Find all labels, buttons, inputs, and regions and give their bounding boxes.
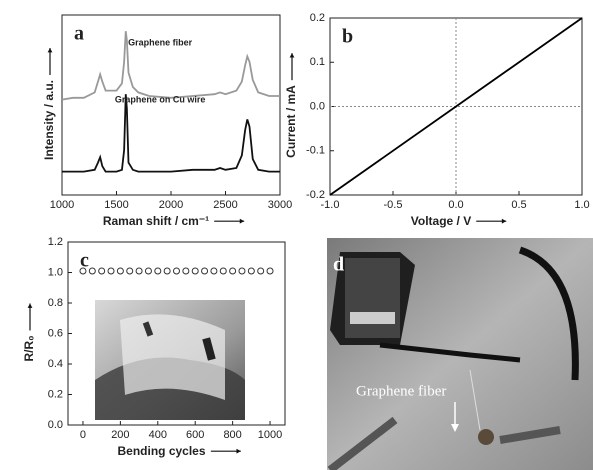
data-point xyxy=(257,267,265,275)
series-line xyxy=(61,31,280,101)
y-tick-label: 0.2 xyxy=(310,12,325,24)
data-point xyxy=(107,267,115,275)
x-tick-label: 800 xyxy=(223,429,241,441)
data-point xyxy=(144,267,152,275)
data-point xyxy=(201,267,209,275)
data-point xyxy=(219,267,227,275)
y-tick-label: 0.8 xyxy=(48,297,63,309)
panel-label: b xyxy=(342,26,353,48)
y-axis-label: R/R₀ xyxy=(22,335,36,361)
x-tick-label: -0.5 xyxy=(384,199,403,211)
data-point xyxy=(229,267,237,275)
axis-arrow-head xyxy=(27,303,33,308)
x-tick-label: 600 xyxy=(186,429,204,441)
y-tick-label: 0.4 xyxy=(48,358,63,370)
x-tick-label: 0 xyxy=(80,429,86,441)
photo xyxy=(327,238,593,470)
y-tick-label: 0.0 xyxy=(310,100,325,112)
series-line xyxy=(329,17,583,196)
y-tick-label: 0.1 xyxy=(310,56,325,68)
data-point xyxy=(191,267,199,275)
y-axis-label: Intensity / a.u. xyxy=(42,80,56,160)
data-point xyxy=(266,267,274,275)
x-axis-label: Voltage / V xyxy=(411,214,471,228)
x-tick-label: 1000 xyxy=(50,199,74,211)
data-point xyxy=(210,267,218,275)
y-tick-label: 1.2 xyxy=(48,236,63,248)
data-point xyxy=(79,267,87,275)
y-tick-label: 0.6 xyxy=(48,327,63,339)
axis-arrow-head xyxy=(289,53,295,58)
y-tick-label: 0.0 xyxy=(48,419,63,431)
panel-label: a xyxy=(74,23,84,45)
inset-photo xyxy=(95,300,245,420)
x-tick-label: 3000 xyxy=(268,199,292,211)
x-tick-label: 2000 xyxy=(159,199,183,211)
panel-label: c xyxy=(80,250,89,272)
x-tick-label: 1000 xyxy=(258,429,282,441)
axis-arrow-head xyxy=(47,47,53,53)
series-label: Graphene fiber xyxy=(128,38,193,48)
x-tick-label: 400 xyxy=(149,429,167,441)
x-axis-label: Bending cycles xyxy=(117,444,205,458)
data-point xyxy=(182,267,190,275)
data-point xyxy=(154,267,162,275)
axis-arrow-head xyxy=(501,218,507,224)
x-tick-label: 200 xyxy=(111,429,129,441)
series-label: Graphene on Cu wire xyxy=(115,95,206,105)
axis-arrow-head xyxy=(239,218,245,224)
x-tick-label: 2500 xyxy=(213,199,237,211)
series-line xyxy=(62,94,280,173)
x-tick-label: 0.0 xyxy=(448,199,463,211)
y-tick-label: -0.2 xyxy=(306,189,325,201)
y-tick-label: 1.0 xyxy=(48,266,63,278)
data-point xyxy=(116,267,124,275)
x-tick-label: 1.0 xyxy=(574,199,589,211)
x-tick-label: -1.0 xyxy=(321,199,340,211)
photo-annotation: Graphene fiber xyxy=(356,383,446,399)
y-tick-label: -0.1 xyxy=(306,145,325,157)
y-axis-label: Current / mA xyxy=(284,85,298,158)
data-point xyxy=(238,267,246,275)
data-point xyxy=(88,267,96,275)
data-point xyxy=(98,267,106,275)
data-point xyxy=(247,267,255,275)
data-point xyxy=(163,267,171,275)
data-point xyxy=(135,267,143,275)
x-axis-label: Raman shift / cm⁻¹ xyxy=(103,214,209,228)
panel-label: d xyxy=(333,254,344,276)
data-point xyxy=(126,267,134,275)
x-tick-label: 1500 xyxy=(104,199,128,211)
y-tick-label: 0.2 xyxy=(48,388,63,400)
axis-arrow-head xyxy=(236,448,241,454)
x-tick-label: 0.5 xyxy=(511,199,526,211)
data-point xyxy=(173,267,180,275)
